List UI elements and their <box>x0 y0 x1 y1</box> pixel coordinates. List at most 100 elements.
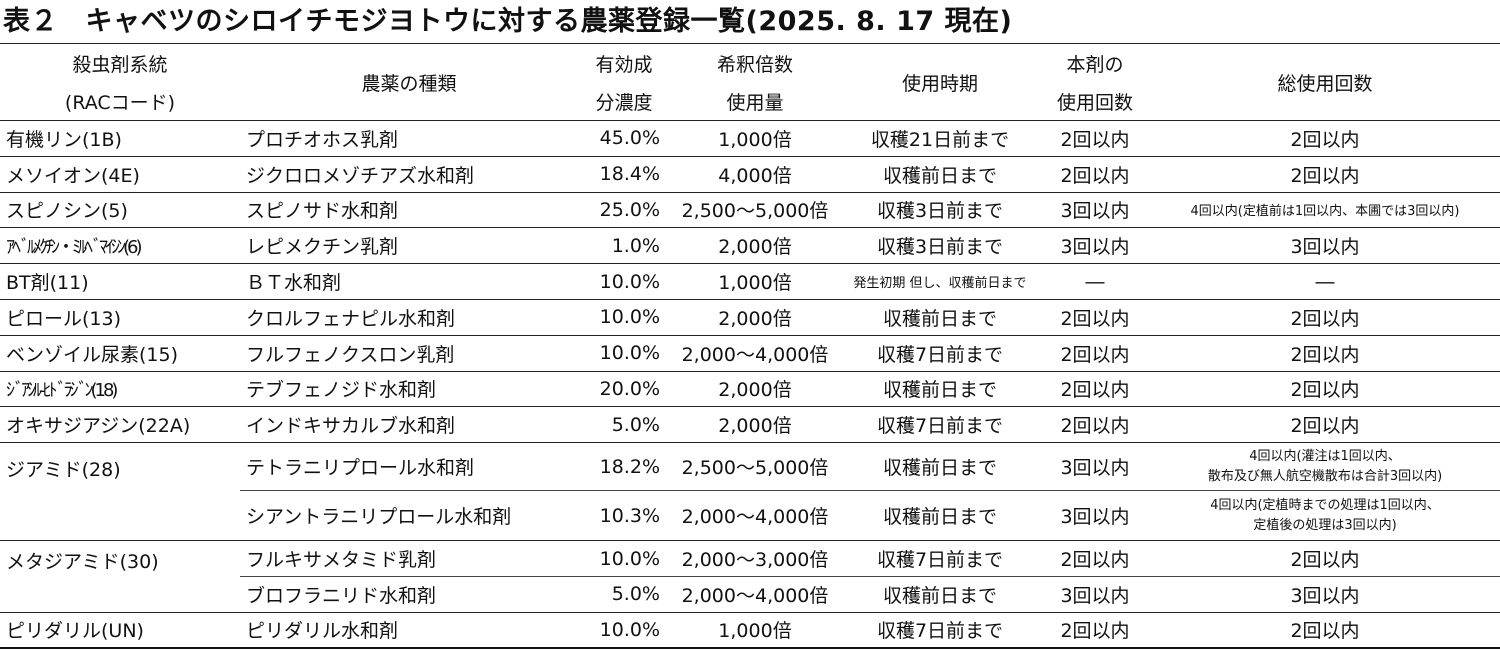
cell-product: スピノサド水和剤 <box>240 191 578 228</box>
cell-product: ピリダリル水和剤 <box>240 611 578 650</box>
cell-dilution: 2,500～5,000倍 <box>670 191 840 228</box>
cell-system: ジアミド(28) <box>0 442 240 541</box>
cell-total-count: ― <box>1150 263 1500 300</box>
header-total-count: 総使用回数 <box>1150 43 1500 121</box>
cell-dilution: 1,000倍 <box>670 120 840 157</box>
cell-conc: 25.0% <box>578 191 670 228</box>
cell-this-count: 3回以内 <box>1040 227 1150 264</box>
cell-dilution: 1,000倍 <box>670 263 840 300</box>
cell-total-count: 2回以内 <box>1150 406 1500 443</box>
header-dilution: 希釈倍数 <box>670 43 840 82</box>
cell-this-count: 3回以内 <box>1040 442 1150 491</box>
cell-system: ベンゾイル尿素(15) <box>0 334 240 372</box>
cell-dilution: 4,000倍 <box>670 155 840 193</box>
cell-timing: 収穫前日まで <box>840 575 1040 613</box>
cell-conc: 10.3% <box>578 490 670 541</box>
cell-total-count: 4回以内(定植前は1回以内、本圃では3回以内) <box>1150 191 1500 228</box>
cell-product: テトラニリプロール水和剤 <box>240 442 578 491</box>
table-row: ジアミド(28) テトラニリプロール水和剤 18.2% 2,500～5,000倍… <box>0 442 1500 541</box>
cell-total-count: 2回以内 <box>1150 370 1500 407</box>
cell-this-count: 2回以内 <box>1040 334 1150 372</box>
cell-conc: 10.0% <box>578 334 670 372</box>
cell-product: テブフェノジド水和剤 <box>240 370 578 407</box>
cell-dilution: 2,000倍 <box>670 227 840 264</box>
table-row: BT剤(11) ＢＴ水和剤 10.0% 1,000倍 発生初期 但し、収穫前日ま… <box>0 263 1500 300</box>
cell-timing: 収穫前日まで <box>840 442 1040 491</box>
cell-conc: 18.2% <box>578 442 670 491</box>
total-line-1: 4回以内(灌注は1回以内、 <box>1249 448 1401 464</box>
table-row: ピリダリル(UN) ピリダリル水和剤 10.0% 1,000倍 収穫7日前まで … <box>0 611 1500 650</box>
cell-system: ｼﾞｱｼﾙ-ﾋﾄﾞﾗｼﾞﾝ(18) <box>0 370 240 407</box>
cell-product: クロルフェナピル水和剤 <box>240 298 578 336</box>
cell-this-count: 2回以内 <box>1040 611 1150 650</box>
cell-total-count: 3回以内 <box>1150 227 1500 264</box>
pesticide-table: 殺虫剤系統 農薬の種類 有効成 希釈倍数 使用時期 本剤の 総使用回数 (RAC… <box>0 43 1500 650</box>
cell-timing: 収穫7日前まで <box>840 334 1040 372</box>
table-body: 有機リン(1B) プロチオホス乳剤 45.0% 1,000倍 収穫21日前まで … <box>0 120 1500 650</box>
cell-system: 有機リン(1B) <box>0 120 240 157</box>
cell-timing: 収穫21日前まで <box>840 120 1040 157</box>
cell-this-count: 2回以内 <box>1040 406 1150 443</box>
cell-conc: 5.0% <box>578 575 670 613</box>
cell-timing: 収穫7日前まで <box>840 540 1040 577</box>
total-line-1: 4回以内(定植時までの処理は1回以内、 <box>1210 497 1440 513</box>
table-row: スピノシン(5) スピノサド水和剤 25.0% 2,500～5,000倍 収穫3… <box>0 191 1500 228</box>
cell-total-count: 4回以内(灌注は1回以内、 散布及び無人航空機散布は合計3回以内) <box>1150 442 1500 491</box>
cell-product: レピメクチン乳剤 <box>240 227 578 264</box>
table-row: メタジアミド(30) フルキサメタミド乳剤 10.0% 2,000～3,000倍… <box>0 540 1500 613</box>
cell-conc: 10.0% <box>578 611 670 650</box>
header-system: 殺虫剤系統 <box>0 43 240 82</box>
cell-system: オキサジアジン(22A) <box>0 406 240 443</box>
cell-dilution: 2,000倍 <box>670 370 840 407</box>
cell-conc: 45.0% <box>578 120 670 157</box>
table-title: 表２ キャベツのシロイチモジヨトウに対する農薬登録一覧(2025. 8. 17 … <box>3 6 1013 37</box>
cell-system: ｱﾍﾞﾙﾒｸﾁﾝ・ﾐﾙﾍﾞﾏｲｼﾝ(6) <box>0 227 240 264</box>
cell-total-count: 3回以内 <box>1150 575 1500 613</box>
cell-system: ピロール(13) <box>0 298 240 336</box>
cell-dilution: 1,000倍 <box>670 611 840 650</box>
cell-conc: 1.0% <box>578 227 670 264</box>
cell-total-count: 2回以内 <box>1150 155 1500 193</box>
table-row: オキサジアジン(22A) インドキサカルブ水和剤 5.0% 2,000倍 収穫7… <box>0 406 1500 443</box>
cell-product: プロチオホス乳剤 <box>240 120 578 157</box>
cell-this-count: 3回以内 <box>1040 490 1150 541</box>
cell-system: メタジアミド(30) <box>0 540 240 613</box>
cell-total-count: 2回以内 <box>1150 334 1500 372</box>
total-line-2: 定植後の処理は3回以内) <box>1253 517 1397 533</box>
cell-total-count: 2回以内 <box>1150 611 1500 650</box>
table-row: ｱﾍﾞﾙﾒｸﾁﾝ・ﾐﾙﾍﾞﾏｲｼﾝ(6) レピメクチン乳剤 1.0% 2,000… <box>0 227 1500 264</box>
header-this-count: 本剤の <box>1040 43 1150 82</box>
cell-timing: 収穫前日まで <box>840 370 1040 407</box>
cell-product: ＢＴ水和剤 <box>240 263 578 300</box>
cell-total-count: 2回以内 <box>1150 540 1500 577</box>
cell-product: ジクロロメゾチアズ水和剤 <box>240 155 578 193</box>
table-row: ブロフラニリド水和剤 5.0% 2,000～4,000倍 収穫前日まで 3回以内… <box>0 575 1500 613</box>
header-system-rac: (RACコード) <box>0 82 240 121</box>
cell-dilution: 2,500～5,000倍 <box>670 442 840 491</box>
cell-conc: 10.0% <box>578 298 670 336</box>
cell-product: フルフェノクスロン乳剤 <box>240 334 578 372</box>
header-dilution-2: 使用量 <box>670 82 840 121</box>
table-row: ｼﾞｱｼﾙ-ﾋﾄﾞﾗｼﾞﾝ(18) テブフェノジド水和剤 20.0% 2,000… <box>0 370 1500 407</box>
cell-timing: 収穫前日まで <box>840 490 1040 541</box>
cell-system: メソイオン(4E) <box>0 155 240 193</box>
cell-this-count: 3回以内 <box>1040 191 1150 228</box>
cell-dilution: 2,000倍 <box>670 298 840 336</box>
cell-timing: 収穫7日前まで <box>840 406 1040 443</box>
cell-total-count: 4回以内(定植時までの処理は1回以内、 定植後の処理は3回以内) <box>1150 490 1500 541</box>
cell-product: ブロフラニリド水和剤 <box>240 575 578 613</box>
cell-dilution: 2,000～4,000倍 <box>670 490 840 541</box>
table-row: ベンゾイル尿素(15) フルフェノクスロン乳剤 10.0% 2,000～4,00… <box>0 334 1500 372</box>
cell-system: BT剤(11) <box>0 263 240 300</box>
table-row: ピロール(13) クロルフェナピル水和剤 10.0% 2,000倍 収穫前日まで… <box>0 298 1500 336</box>
table-row: シアントラニリプロール水和剤 10.3% 2,000～4,000倍 収穫前日まで… <box>0 490 1500 541</box>
cell-conc: 20.0% <box>578 370 670 407</box>
cell-timing: 発生初期 但し、収穫前日まで <box>840 263 1040 300</box>
cell-this-count: 2回以内 <box>1040 370 1150 407</box>
cell-conc: 10.0% <box>578 540 670 577</box>
cell-timing: 収穫3日前まで <box>840 191 1040 228</box>
table-row: メソイオン(4E) ジクロロメゾチアズ水和剤 18.4% 4,000倍 収穫前日… <box>0 155 1500 193</box>
cell-system: スピノシン(5) <box>0 191 240 228</box>
cell-timing: 収穫前日まで <box>840 298 1040 336</box>
cell-conc: 10.0% <box>578 263 670 300</box>
